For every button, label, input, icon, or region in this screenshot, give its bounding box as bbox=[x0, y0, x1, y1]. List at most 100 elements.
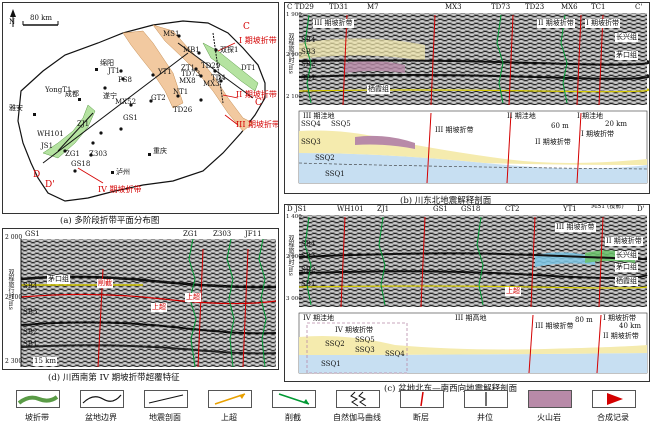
place-mianyang: 绵阳 bbox=[100, 59, 114, 67]
b-maokou: 茅口组 bbox=[615, 51, 638, 60]
section-letter-c: C bbox=[243, 22, 250, 32]
scale-label: 80 km bbox=[30, 14, 53, 22]
panel-a-map: N 80 km I 期坡折带 II 期坡折带 III 期坡折带 IV 期坡折带 … bbox=[2, 2, 279, 214]
c-well-gs1: GS1 bbox=[433, 205, 448, 213]
north-label: N bbox=[9, 18, 16, 26]
legend-item-volcanic: 火山岩 bbox=[520, 388, 578, 428]
panel-b-seismic: C TD29 TD31 M7 MX3 TD73 TD23 MX6 TC1 C' … bbox=[284, 2, 650, 194]
c-well-d-prime: D' bbox=[637, 205, 645, 213]
c-ssq1: SSQ1 bbox=[321, 360, 341, 368]
d-tick-0: 2 000 bbox=[5, 234, 23, 241]
b-well-m7: M7 bbox=[367, 3, 379, 11]
b-scale-h: 20 km bbox=[605, 120, 628, 128]
d-well-z303: Z303 bbox=[213, 230, 232, 238]
legend-item-seismic-section: 地震剖面 bbox=[136, 388, 194, 428]
map-scale-bar bbox=[22, 21, 59, 26]
well-td26: TD26 bbox=[173, 106, 193, 114]
b-belt-2: II 期坡折带 bbox=[537, 19, 575, 28]
b-well-c-td29: C TD29 bbox=[287, 3, 314, 11]
d-sb2: SB2 bbox=[23, 328, 38, 336]
c-low-belt-2: II 期坡折带 bbox=[603, 332, 639, 340]
d-tick-2: 2 300 bbox=[5, 358, 23, 365]
panel-d-seismic: GS1 ZG1 Z303 JF11 2 000 2 100 2 300 双程旅行… bbox=[2, 228, 279, 370]
b-well-td73: TD73 bbox=[491, 3, 511, 11]
legend-item-fault: 断层 bbox=[392, 388, 450, 428]
b-low-belt-1: I 期坡折带 bbox=[581, 130, 614, 138]
legend-item-synthetic-record: 合成记录 bbox=[584, 388, 642, 428]
d-onlap-label-2: 上超 bbox=[185, 293, 201, 302]
caption-d: (d) 川西南第 IV 期坡折带超覆特征 bbox=[48, 373, 180, 383]
d-well-jf11: JF11 bbox=[245, 230, 262, 238]
d-axis-label: 双程旅行时/ms bbox=[7, 269, 14, 310]
d-onlap-label-1: 上超 bbox=[151, 303, 167, 312]
legend-item-onlap: 上超 bbox=[200, 388, 258, 428]
well-yongt1: YongT1 bbox=[45, 86, 72, 94]
well-mx8: MX8 bbox=[179, 77, 196, 85]
section-letter-d: D bbox=[33, 170, 41, 180]
belt-label-3: III 期坡折带 bbox=[236, 120, 279, 129]
place-chongqing: 重庆 bbox=[153, 147, 167, 155]
c-ssq4: SSQ4 bbox=[385, 350, 405, 358]
well-js1: JS1 bbox=[41, 142, 54, 150]
well-dt1: DT1 bbox=[241, 64, 256, 72]
c-low-belt-1: I 期坡折带 bbox=[603, 314, 636, 322]
b-well-tc1: TC1 bbox=[591, 3, 606, 11]
c-well-wh101: WH101 bbox=[337, 205, 364, 213]
c-sb2: SB2 bbox=[301, 266, 316, 274]
c-tick-1: 2 000 bbox=[286, 254, 302, 260]
b-well-mx6: MX6 bbox=[561, 3, 578, 11]
b-ssq5: SSQ5 bbox=[331, 120, 351, 128]
well-td73: TD73 bbox=[181, 70, 201, 78]
b-low-depression-2: II 期洼地 bbox=[507, 112, 536, 120]
seismic-c-svg bbox=[298, 215, 648, 374]
d-sb4: SB4 bbox=[23, 282, 38, 290]
well-gt2: GT2 bbox=[151, 94, 166, 102]
belt-orange bbox=[152, 24, 254, 132]
legend-item-well: 井位 bbox=[456, 388, 514, 428]
b-tick-1: 2 000 bbox=[286, 52, 302, 58]
c-well-gs18: GS18 bbox=[461, 205, 481, 213]
d-tick-1: 2 100 bbox=[5, 294, 23, 301]
d-sb3: SB3 bbox=[23, 308, 38, 316]
well-dots bbox=[63, 34, 223, 173]
section-line-a bbox=[212, 32, 224, 104]
well-td29: TD29 bbox=[201, 62, 221, 70]
panel-c-seismic: D JS1 WH101 ZJ1 GS1 GS18 CT2 YT1 MS1 (投影… bbox=[284, 204, 650, 382]
belt-orange-2 bbox=[122, 30, 184, 109]
b-tick-0: 1 900 bbox=[286, 12, 302, 18]
belt-label-2: II 期坡折带 bbox=[236, 90, 277, 99]
b-changxing: 长兴组 bbox=[615, 33, 638, 42]
legend-item-gamma-curve: 自然伽马曲线 bbox=[328, 388, 386, 428]
place-suining: 遂宁 bbox=[103, 92, 117, 100]
d-maokou-label: 茅口组 bbox=[47, 275, 70, 284]
c-ssq2: SSQ2 bbox=[325, 340, 345, 348]
belt-green bbox=[202, 42, 259, 92]
b-belt-3: III 期坡折带 bbox=[313, 19, 354, 28]
b-low-belt-3: III 期坡折带 bbox=[435, 126, 474, 134]
c-belt-3: III 期坡折带 bbox=[555, 223, 596, 232]
well-nt1: NT1 bbox=[173, 88, 189, 96]
b-well-mx3: MX3 bbox=[445, 3, 462, 11]
c-low-depression-4: IV 期洼地 bbox=[303, 314, 335, 322]
b-well-td23: TD23 bbox=[525, 3, 545, 11]
b-ssq2: SSQ2 bbox=[315, 154, 335, 162]
well-jt1: JT1 bbox=[108, 67, 120, 75]
c-well-ct2: CT2 bbox=[505, 205, 520, 213]
c-scale-h: 40 km bbox=[619, 322, 642, 330]
well-mb1: MB1 bbox=[183, 46, 200, 54]
c-well-d-js1: D JS1 bbox=[287, 205, 307, 213]
c-well-yt1: YT1 bbox=[563, 205, 577, 213]
well-wh101: WH101 bbox=[37, 130, 64, 138]
b-well-td31: TD31 bbox=[329, 3, 349, 11]
section-letter-c-prime: C' bbox=[255, 98, 265, 108]
c-ssq5: SSQ5 bbox=[355, 336, 375, 344]
c-changxing: 长兴组 bbox=[615, 251, 638, 260]
b-sb4: SB4 bbox=[301, 36, 316, 44]
place-luzhou: 泸州 bbox=[116, 168, 130, 176]
b-ssq3: SSQ3 bbox=[301, 138, 321, 146]
b-sb3: SB3 bbox=[301, 48, 316, 56]
legend: 坡折带 盆地边界 地震剖面 上超 削截 自然伽马曲线 断层 井位 火山岩 合成记… bbox=[0, 388, 650, 428]
place-chengdu: 成都 bbox=[65, 90, 79, 98]
caption-a: (a) 多阶段折带平面分布图 bbox=[60, 216, 160, 226]
c-low-belt-4: IV 期坡折带 bbox=[335, 326, 374, 334]
